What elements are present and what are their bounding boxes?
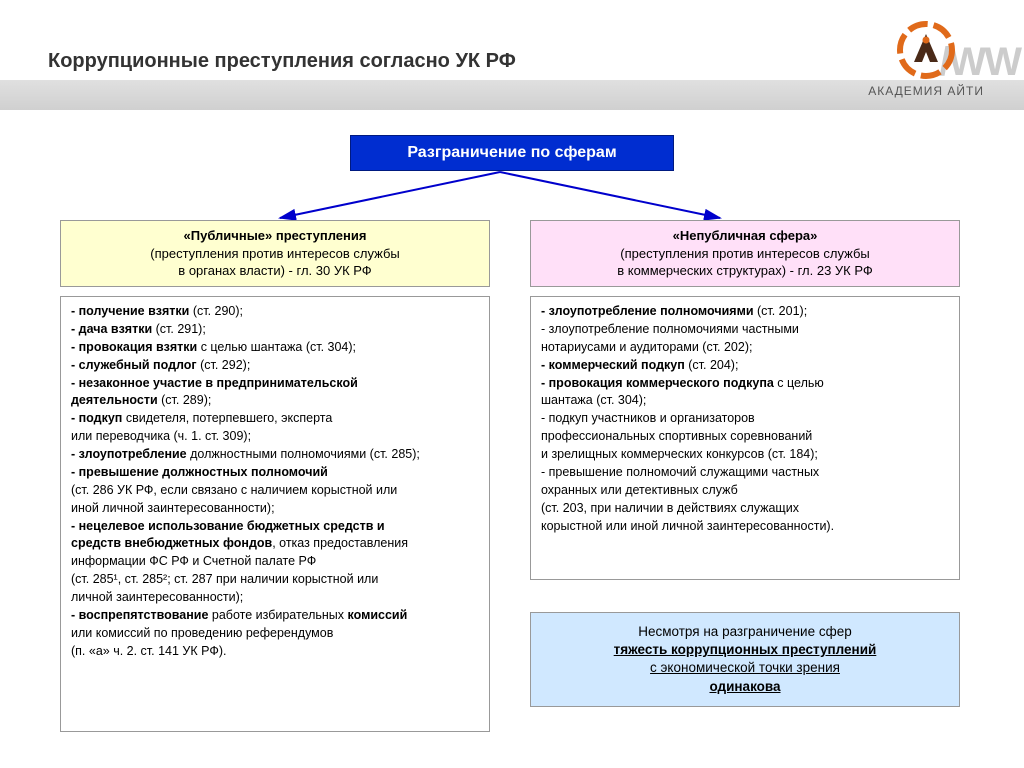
t: - служебный подлог [71, 358, 197, 372]
logo-icon [896, 20, 956, 80]
nonpublic-list-box: - злоупотребление полномочиями (ст. 201)… [530, 296, 960, 580]
t: (ст. 289); [158, 393, 212, 407]
nonpublic-sub2: в коммерческих структурах) - гл. 23 УК Р… [541, 262, 949, 280]
public-sub1: (преступления против интересов службы [71, 245, 479, 263]
t: деятельности [71, 393, 158, 407]
t: - дача взятки [71, 322, 152, 336]
t: с целью шантажа (ст. 304); [197, 340, 356, 354]
t: - превышение полномочий служащими частны… [541, 464, 949, 481]
t: - незаконное участие в предпринимательск… [71, 376, 358, 390]
center-box: Разграничение по сферам [350, 135, 674, 171]
nonpublic-sub1: (преступления против интересов службы [541, 245, 949, 263]
t: иной личной заинтересованности); [71, 500, 479, 517]
t: средств внебюджетных фондов [71, 536, 272, 550]
t: информации ФС РФ и Счетной палате РФ [71, 553, 479, 570]
t: комиссий [348, 608, 408, 622]
nonpublic-title: «Непубличная сфера» [541, 227, 949, 245]
logo-text: АКАДЕМИЯ АЙТИ [868, 84, 984, 98]
t: - злоупотребление полномочиями частными [541, 321, 949, 338]
t: (ст. 203, при наличии в действиях служащ… [541, 500, 949, 517]
public-title: «Публичные» преступления [71, 227, 479, 245]
footer-l4: одинакова [545, 678, 945, 696]
footer-l2: тяжесть коррупционных преступлений [545, 641, 945, 659]
footer-l1: Несмотря на разграничение сфер [545, 623, 945, 641]
t: личной заинтересованности); [71, 589, 479, 606]
t: (ст. 290); [189, 304, 243, 318]
t: свидетеля, потерпевшего, эксперта [122, 411, 332, 425]
t: - воспрепятствование [71, 608, 208, 622]
t: (ст. 286 УК РФ, если связано с наличием … [71, 482, 479, 499]
t: (ст. 292); [197, 358, 251, 372]
t: - провокация коммерческого подкупа [541, 376, 774, 390]
t: корыстной или иной личной заинтересованн… [541, 518, 949, 535]
public-sub2: в органах власти) - гл. 30 УК РФ [71, 262, 479, 280]
public-list-box: - получение взятки (ст. 290); - дача взя… [60, 296, 490, 732]
page-title: Коррупционные преступления согласно УК Р… [48, 50, 516, 73]
logo: АКАДЕМИЯ АЙТИ [868, 20, 984, 98]
t: с целью [774, 376, 824, 390]
t: - нецелевое использование бюджетных сред… [71, 519, 385, 533]
t: - подкуп [71, 411, 122, 425]
t: работе избирательных [208, 608, 347, 622]
t: - злоупотребление полномочиями [541, 304, 754, 318]
t: должностными полномочиями (ст. 285); [187, 447, 420, 461]
t: - провокация взятки [71, 340, 197, 354]
public-header-box: «Публичные» преступления (преступления п… [60, 220, 490, 287]
footer-l3: с экономической точки зрения [545, 659, 945, 677]
t: - превышение должностных полномочий [71, 465, 328, 479]
t: или переводчика (ч. 1. ст. 309); [71, 428, 479, 445]
t: нотариусами и аудиторами (ст. 202); [541, 339, 949, 356]
t: (п. «а» ч. 2. ст. 141 УК РФ). [71, 643, 479, 660]
t: , отказ предоставления [272, 536, 408, 550]
t: (ст. 285¹, ст. 285²; ст. 287 при наличии… [71, 571, 479, 588]
t: охранных или детективных служб [541, 482, 949, 499]
t: или комиссий по проведению референдумов [71, 625, 479, 642]
t: (ст. 291); [152, 322, 206, 336]
t: и зрелищных коммерческих конкурсов (ст. … [541, 446, 949, 463]
t: - коммерческий подкуп [541, 358, 685, 372]
footer-box: Несмотря на разграничение сфер тяжесть к… [530, 612, 960, 707]
t: (ст. 201); [754, 304, 808, 318]
t: (ст. 204); [685, 358, 739, 372]
t: - получение взятки [71, 304, 189, 318]
t: - подкуп участников и организаторов [541, 410, 949, 427]
t: - злоупотребление [71, 447, 187, 461]
nonpublic-header-box: «Непубличная сфера» (преступления против… [530, 220, 960, 287]
t: профессиональных спортивных соревнований [541, 428, 949, 445]
t: шантажа (ст. 304); [541, 392, 949, 409]
